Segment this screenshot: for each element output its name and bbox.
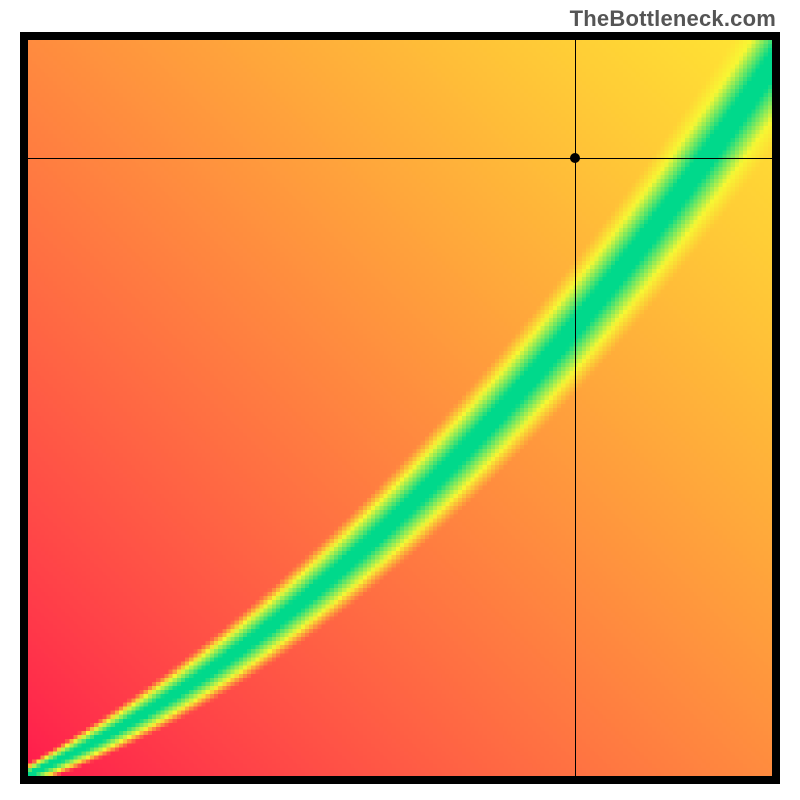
crosshair-vertical [575, 40, 576, 776]
bottleneck-heatmap [28, 40, 772, 776]
crosshair-marker-dot [570, 153, 580, 163]
crosshair-horizontal [28, 158, 772, 159]
watermark-text: TheBottleneck.com [570, 6, 776, 32]
